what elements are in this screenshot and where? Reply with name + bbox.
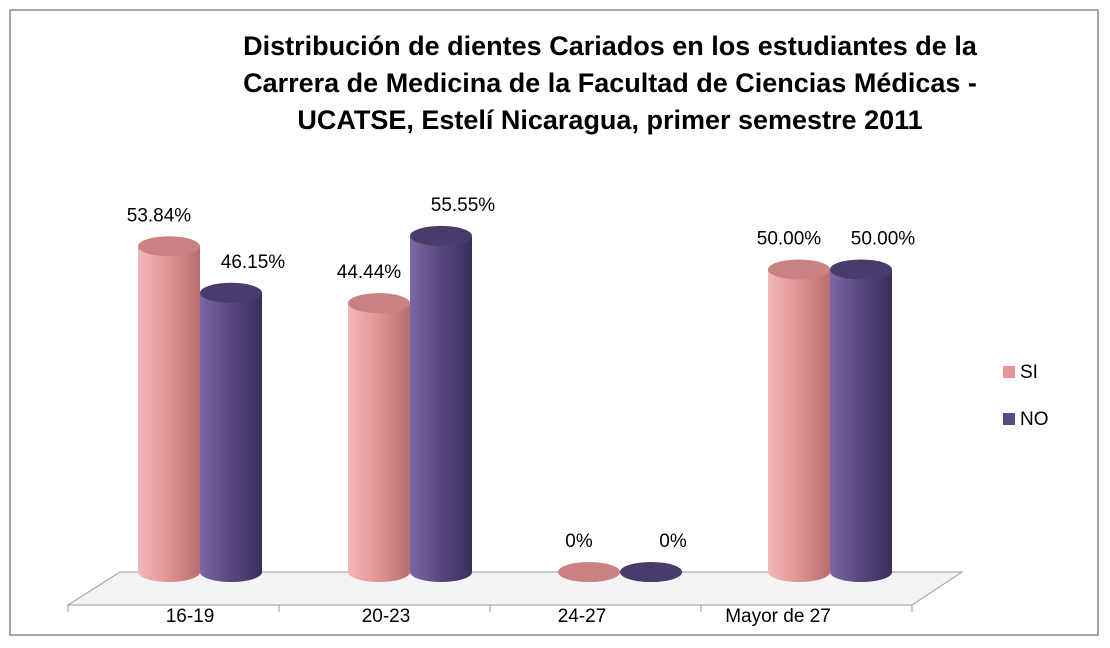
bar <box>558 562 620 582</box>
x-tick-label: Mayor de 27 <box>725 606 831 627</box>
floor <box>66 571 964 606</box>
chart-title: Distribución de dientes Cariados en los … <box>243 31 978 61</box>
x-tick-label: 20-23 <box>362 606 411 627</box>
x-tick-label: 16-19 <box>166 606 215 627</box>
data-label: 46.15% <box>221 252 286 273</box>
bar <box>830 259 892 582</box>
bar-part <box>830 259 892 280</box>
data-label: 44.44% <box>337 262 402 283</box>
data-label: 50.00% <box>851 229 916 250</box>
bar-part <box>620 562 682 582</box>
data-label: 50.00% <box>757 229 822 250</box>
data-label: 0% <box>659 531 687 552</box>
data-label: 55.55% <box>431 195 496 216</box>
legend-swatch <box>1003 413 1015 425</box>
x-tick-label: 24-27 <box>558 606 607 627</box>
bar <box>620 562 682 582</box>
bar-part <box>768 259 830 280</box>
bar-part <box>768 269 830 582</box>
bar <box>410 225 472 583</box>
bar <box>768 259 830 582</box>
legend-swatch <box>1003 366 1015 378</box>
legend-label: SI <box>1020 362 1038 383</box>
chart-title: Carrera de Medicina de la Facultad de Ci… <box>243 68 977 98</box>
bar-part <box>348 303 410 582</box>
bar-part <box>200 282 262 303</box>
data-label: 53.84% <box>127 205 192 226</box>
bar <box>138 236 200 582</box>
data-label: 0% <box>565 531 593 552</box>
bar-part <box>410 235 472 583</box>
legend-label: NO <box>1020 409 1049 430</box>
bar-part <box>138 236 200 257</box>
bar-part <box>138 246 200 582</box>
bar-part <box>558 562 620 582</box>
bar <box>348 293 410 582</box>
bar-part <box>830 269 892 582</box>
bar-part <box>348 293 410 314</box>
bar <box>200 282 262 582</box>
chart-title: UCATSE, Estelí Nicaragua, primer semestr… <box>297 105 922 135</box>
bar-part <box>410 225 472 246</box>
bar-part <box>200 292 262 582</box>
